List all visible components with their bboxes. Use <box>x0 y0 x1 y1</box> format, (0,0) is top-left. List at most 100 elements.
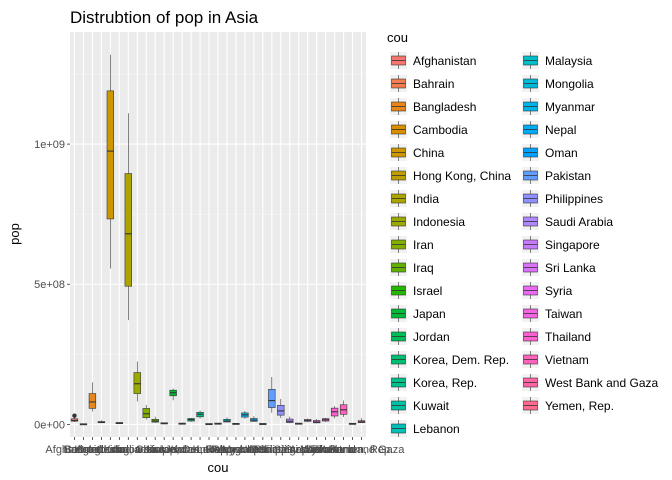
legend-item: Indonesia <box>390 213 465 230</box>
box-body <box>277 405 285 416</box>
legend-label: Pakistan <box>545 169 591 183</box>
x-tick-label: Myanmar <box>222 444 268 456</box>
legend-label: Taiwan <box>545 307 582 321</box>
y-tick-label: 0e+00 <box>34 419 65 431</box>
chart-title: Distrubtion of pop in Asia <box>70 8 259 27</box>
x-tick-label: India <box>116 444 141 456</box>
box-kuwait <box>205 423 213 425</box>
box-hong-kong-china <box>115 422 123 424</box>
box-japan <box>169 388 177 401</box>
legend-item: Philippines <box>522 190 603 207</box>
legend-label: Thailand <box>545 330 591 344</box>
legend-item: Bangladesh <box>390 98 476 115</box>
legend-item: Japan <box>390 305 446 322</box>
legend-item: Myanmar <box>522 98 595 115</box>
legend-item: Hong Kong, China <box>390 167 511 184</box>
legend-label: Malaysia <box>545 54 593 68</box>
legend-item: Yemen, Rep. <box>522 397 614 414</box>
box-pakistan <box>268 377 276 413</box>
legend-label: Hong Kong, China <box>413 169 511 183</box>
y-tick-label: 5e+08 <box>34 279 65 291</box>
legend-item: Taiwan <box>522 305 582 322</box>
legend-label: Lebanon <box>413 422 460 436</box>
box-lebanon <box>214 422 222 425</box>
box-body <box>133 372 141 394</box>
legend-item: Syria <box>522 282 573 299</box>
legend-item: Iraq <box>390 259 434 276</box>
x-tick-label: Hong Kong, China <box>74 444 165 456</box>
legend-label: Singapore <box>545 238 600 252</box>
x-tick-label: Bahrain <box>64 444 102 456</box>
box-thailand <box>330 406 339 419</box>
legend-item: Singapore <box>522 236 600 253</box>
x-tick-label: Japan <box>158 444 188 456</box>
x-tick-label: Malaysia <box>205 444 249 456</box>
legend-label: Jordan <box>413 330 450 344</box>
box-korea-dem-rep- <box>187 417 195 422</box>
legend-title: cou <box>387 30 408 45</box>
x-tick-label: Israel <box>151 444 178 456</box>
x-tick-label: Nepal <box>240 444 269 456</box>
legend-item: Malaysia <box>522 52 593 69</box>
legend-item: Saudi Arabia <box>522 213 613 230</box>
box-iraq <box>151 416 159 423</box>
legend-item: Jordan <box>390 328 450 345</box>
legend-item: Thailand <box>522 328 591 345</box>
box-myanmar <box>241 410 249 419</box>
outlier-point <box>72 413 77 418</box>
box-body <box>124 173 132 287</box>
x-tick-label: Mongolia <box>214 444 260 456</box>
box-body <box>142 408 150 418</box>
legend-item: Iran <box>390 236 434 253</box>
legend-label: Iraq <box>413 261 434 275</box>
legend-label: Korea, Rep. <box>413 376 477 390</box>
box-body <box>88 393 97 409</box>
legend-label: Myanmar <box>545 100 595 114</box>
x-tick-label: Vietnam <box>323 444 363 456</box>
x-tick-label: Bangladesh <box>63 444 121 456</box>
legend-label: West Bank and Gaza <box>545 376 659 390</box>
x-tick-label: Pakistan <box>251 444 293 456</box>
x-tick-label: Jordan <box>165 444 199 456</box>
x-tick-label: Lebanon <box>197 444 240 456</box>
box-korea-rep- <box>196 410 204 419</box>
box-taiwan <box>321 417 330 422</box>
legend: cou Afghanistan Bahrain Bangladesh Cambodia… <box>387 30 659 437</box>
box-singapore <box>295 422 303 425</box>
box-malaysia <box>223 417 231 423</box>
legend-label: Oman <box>545 146 578 160</box>
box-series <box>70 54 366 426</box>
legend-label: Iran <box>413 238 434 252</box>
box-west-bank-and-gaza <box>348 422 357 425</box>
legend-item: Sri Lanka <box>522 259 596 276</box>
x-tick-label: Korea, Dem. Rep. <box>147 444 235 456</box>
legend-item: China <box>390 144 445 161</box>
legend-label: Philippines <box>545 192 603 206</box>
x-tick-label: China <box>96 444 126 456</box>
legend-label: Israel <box>413 284 442 298</box>
box-iran <box>142 405 150 420</box>
legend-label: Bangladesh <box>413 100 476 114</box>
legend-label: Sri Lanka <box>545 261 596 275</box>
box-vietnam <box>339 400 348 418</box>
x-tick-label: Thailand <box>314 444 356 456</box>
y-tick-label: 1e+09 <box>34 139 65 151</box>
box-yemen-rep- <box>357 418 366 424</box>
box-philippines <box>277 398 285 419</box>
legend-label: Mongolia <box>545 77 594 91</box>
box-oman <box>259 423 267 425</box>
box-israel <box>160 422 168 425</box>
legend-label: Kuwait <box>413 399 450 413</box>
legend-item: Israel <box>390 282 442 299</box>
box-cambodia <box>97 420 106 424</box>
x-tick-label: Indonesia <box>113 444 162 456</box>
box-mongolia <box>232 423 240 425</box>
box-india <box>124 113 132 321</box>
box-body <box>106 90 115 220</box>
x-tick-label: Afghanistan <box>45 444 103 456</box>
legend-item: Bahrain <box>390 75 454 92</box>
legend-item: Kuwait <box>390 397 450 414</box>
x-tick-label: Yemen, Rep. <box>330 444 393 456</box>
legend-label: Indonesia <box>413 215 465 229</box>
